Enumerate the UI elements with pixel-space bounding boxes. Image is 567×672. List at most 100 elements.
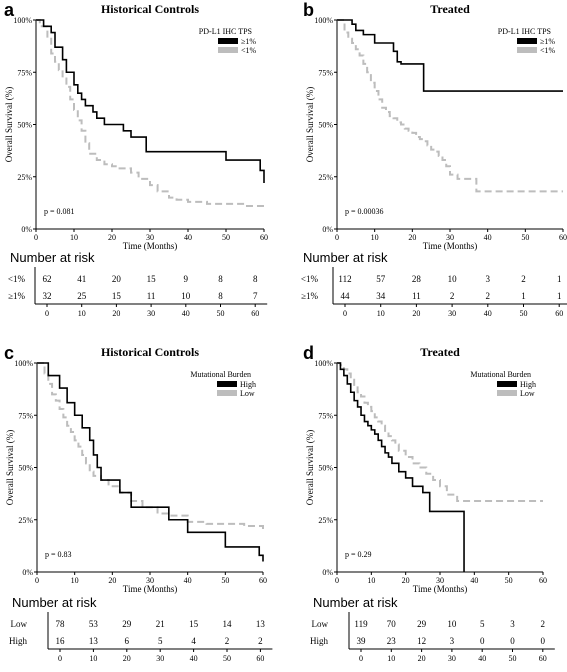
risk-tick-label: 50 (509, 654, 517, 663)
risk-table-heading: Number at risk (303, 250, 388, 265)
y-tick-label: 75% (318, 411, 333, 420)
risk-tick-label: 30 (147, 309, 155, 318)
risk-tick-label: 20 (123, 654, 131, 663)
x-tick-label: 30 (446, 233, 454, 242)
legend-title: Mutational Burden (190, 370, 251, 379)
risk-count: 6 (125, 636, 130, 646)
chart-title: Historical Controls (101, 2, 199, 16)
y-tick-label: 100% (314, 359, 333, 368)
x-tick-label: 0 (335, 576, 339, 585)
risk-row-label: High (9, 636, 28, 646)
risk-tick-label: 0 (359, 654, 363, 663)
risk-count: 2 (450, 291, 455, 301)
y-tick-label: 0% (322, 225, 333, 234)
risk-tick-label: 50 (223, 654, 231, 663)
risk-count: 2 (225, 636, 230, 646)
y-tick-label: 100% (314, 16, 333, 25)
risk-count: 13 (256, 619, 266, 629)
risk-count: 44 (341, 291, 351, 301)
panel-letter: d (303, 343, 314, 363)
risk-count: 41 (77, 274, 86, 284)
risk-row-label: High (310, 636, 329, 646)
x-tick-label: 20 (408, 233, 416, 242)
y-tick-label: 75% (17, 68, 32, 77)
x-tick-label: 60 (559, 233, 567, 242)
risk-tick-label: 20 (112, 309, 120, 318)
y-axis-label: Overall Survival (%) (4, 87, 14, 162)
x-axis-label: Time (Months) (423, 241, 477, 251)
risk-count: 32 (43, 291, 52, 301)
risk-count: 8 (253, 274, 258, 284)
x-tick-label: 20 (108, 576, 116, 585)
risk-count: 2 (486, 291, 491, 301)
x-tick-label: 10 (367, 576, 375, 585)
x-tick-label: 20 (402, 576, 410, 585)
risk-count: 11 (412, 291, 421, 301)
risk-count: 4 (191, 636, 196, 646)
risk-count: 13 (89, 636, 99, 646)
risk-tick-label: 0 (58, 654, 62, 663)
legend-label: ≥1% (241, 37, 256, 46)
x-tick-label: 10 (70, 233, 78, 242)
risk-count: 8 (218, 291, 223, 301)
x-tick-label: 40 (184, 576, 192, 585)
y-tick-label: 50% (318, 121, 333, 130)
survival-curve-black (337, 19, 563, 92)
risk-count: 29 (122, 619, 132, 629)
risk-tick-label: 20 (412, 309, 420, 318)
legend-title: PD-L1 IHC TPS (498, 27, 551, 36)
y-tick-label: 50% (18, 464, 33, 473)
risk-count: 2 (258, 636, 263, 646)
risk-row-label: ≥1% (8, 291, 25, 301)
y-tick-label: 100% (14, 359, 33, 368)
panel-letter: b (303, 0, 314, 20)
risk-tick-label: 50 (520, 309, 528, 318)
risk-count: 0 (480, 636, 485, 646)
risk-count: 2 (541, 619, 546, 629)
risk-row-label: <1% (8, 274, 26, 284)
risk-count: 16 (56, 636, 66, 646)
risk-count: 14 (223, 619, 233, 629)
legend-swatch (517, 47, 537, 53)
x-tick-label: 30 (146, 233, 154, 242)
x-tick-label: 40 (484, 233, 492, 242)
y-tick-label: 100% (13, 16, 32, 25)
x-tick-label: 30 (146, 576, 154, 585)
risk-count: 3 (486, 274, 491, 284)
risk-tick-label: 60 (555, 309, 563, 318)
y-tick-label: 0% (322, 568, 333, 577)
y-tick-label: 75% (18, 411, 33, 420)
risk-count: 119 (354, 619, 368, 629)
p-value: p = 0.29 (345, 550, 372, 559)
x-tick-label: 10 (71, 576, 79, 585)
x-tick-label: 60 (260, 233, 268, 242)
risk-count: 28 (412, 274, 422, 284)
risk-tick-label: 60 (539, 654, 547, 663)
survival-curve-gray (337, 362, 543, 502)
x-tick-label: 0 (35, 576, 39, 585)
y-tick-label: 25% (18, 516, 33, 525)
risk-tick-label: 40 (190, 654, 198, 663)
risk-count: 5 (158, 636, 163, 646)
risk-row-label: Low (11, 619, 28, 629)
risk-count: 3 (450, 636, 455, 646)
legend-label: High (240, 380, 256, 389)
x-tick-label: 50 (222, 233, 230, 242)
survival-curve-black (37, 362, 264, 562)
p-value: p = 0.081 (44, 207, 75, 216)
risk-tick-label: 30 (448, 654, 456, 663)
risk-count: 3 (510, 619, 515, 629)
legend-label: High (520, 380, 536, 389)
x-axis-label: Time (Months) (413, 584, 467, 594)
risk-count: 12 (417, 636, 426, 646)
risk-tick-label: 10 (387, 654, 395, 663)
y-tick-label: 50% (17, 121, 32, 130)
legend-label: Low (520, 389, 535, 398)
y-tick-label: 25% (318, 516, 333, 525)
risk-count: 21 (156, 619, 165, 629)
risk-count: 11 (147, 291, 156, 301)
risk-tick-label: 40 (182, 309, 190, 318)
x-tick-label: 40 (470, 576, 478, 585)
risk-count: 0 (541, 636, 546, 646)
